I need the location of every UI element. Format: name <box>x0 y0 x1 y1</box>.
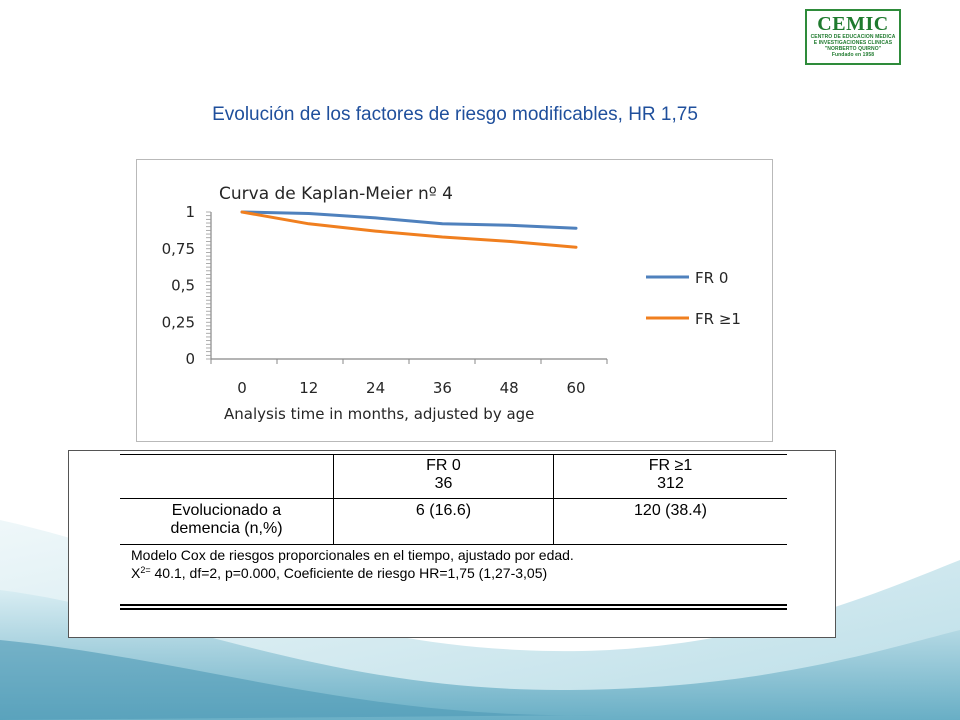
y-tick-label: 1 <box>185 203 195 221</box>
y-tick-label: 0,25 <box>162 313 195 331</box>
logo-title: CEMIC <box>817 13 889 35</box>
x-tick-label: 0 <box>237 379 247 397</box>
slide-title: Evolución de los factores de riesgo modi… <box>212 104 698 125</box>
chart-title: Curva de Kaplan-Meier nº 4 <box>219 184 453 204</box>
header-fr0-n: 36 <box>434 475 453 492</box>
cemic-logo: CEMIC CENTRO DE EDUCACION MEDICA E INVES… <box>805 9 901 65</box>
series-line-1 <box>240 210 578 230</box>
legend-label-1: FR 0 <box>695 269 728 287</box>
table-bottom-rule-1 <box>120 604 787 606</box>
legend-label-2: FR ≥1 <box>695 310 741 328</box>
x-tick-label: 12 <box>299 379 318 397</box>
x-tick-label: 24 <box>366 379 385 397</box>
table-top-rule <box>120 454 787 455</box>
table-row-rule <box>120 544 787 545</box>
series-line-2 <box>240 210 578 249</box>
model-note-line-2: X2= 40.1, df=2, p=0.000, Coeficiente de … <box>131 565 547 581</box>
chi-superscript: 2= <box>140 565 151 575</box>
x-tick-label: 48 <box>500 379 519 397</box>
y-tick-label: 0,75 <box>162 240 195 258</box>
table-col-divider-1 <box>333 454 334 544</box>
logo-line-4: Fundado en 1958 <box>831 52 875 58</box>
header-fr1: FR ≥1 <box>648 457 693 474</box>
row-value-fr0: 6 (16.6) <box>415 502 472 519</box>
table-header-rule <box>120 498 787 499</box>
logo-line-3: "NORBERTO QUIRNO" <box>824 46 882 52</box>
kaplan-meier-chart: Curva de Kaplan-Meier nº 4 0 0,25 0,5 0,75 1 0… <box>162 184 741 423</box>
table-col-divider-2 <box>553 454 554 544</box>
chart-frame: Curva de Kaplan-Meier nº 4 0 0,25 0,5 0,75 1 0… <box>136 159 773 442</box>
logo-line-2: E INVESTIGACIONES CLINICAS <box>813 40 893 46</box>
results-table: FR 0 36 FR ≥1 312 Evolucionado a demenci… <box>68 450 836 638</box>
header-fr1-n: 312 <box>657 475 684 492</box>
y-tick-label: 0 <box>185 350 195 368</box>
row-value-fr1: 120 (38.4) <box>634 502 707 519</box>
table-bottom-rule-2 <box>120 608 787 610</box>
row-label-line-1: Evolucionado a <box>171 502 282 519</box>
x-tick-label: 60 <box>566 379 585 397</box>
chi-symbol: X <box>131 565 141 581</box>
x-axis-label: Analysis time in months, adjusted by age <box>224 405 534 423</box>
model-note-line-1: Modelo Cox de riesgos proporcionales en … <box>131 547 574 563</box>
model-stats: 40.1, df=2, p=0.000, Coeficiente de ries… <box>150 565 548 581</box>
y-tick-label: 0,5 <box>171 277 195 295</box>
logo-line-1: CENTRO DE EDUCACION MEDICA <box>810 34 896 40</box>
header-fr0: FR 0 <box>426 457 461 474</box>
x-tick-label: 36 <box>433 379 452 397</box>
row-label-line-2: demencia (n,%) <box>170 520 283 537</box>
